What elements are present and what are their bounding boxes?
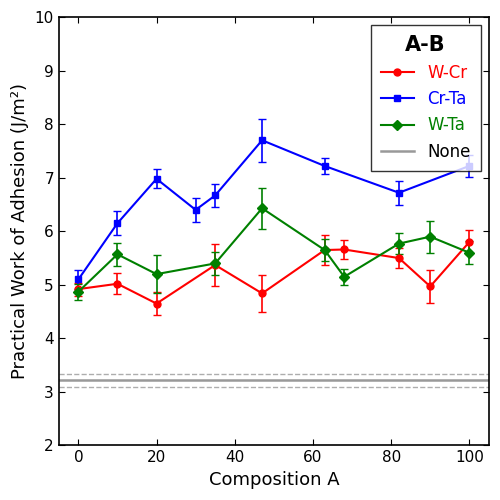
X-axis label: Composition A: Composition A: [208, 471, 339, 489]
Legend: W-Cr, Cr-Ta, W-Ta, None: W-Cr, Cr-Ta, W-Ta, None: [370, 26, 480, 171]
Y-axis label: Practical Work of Adhesion (J/m²): Practical Work of Adhesion (J/m²): [11, 84, 29, 380]
